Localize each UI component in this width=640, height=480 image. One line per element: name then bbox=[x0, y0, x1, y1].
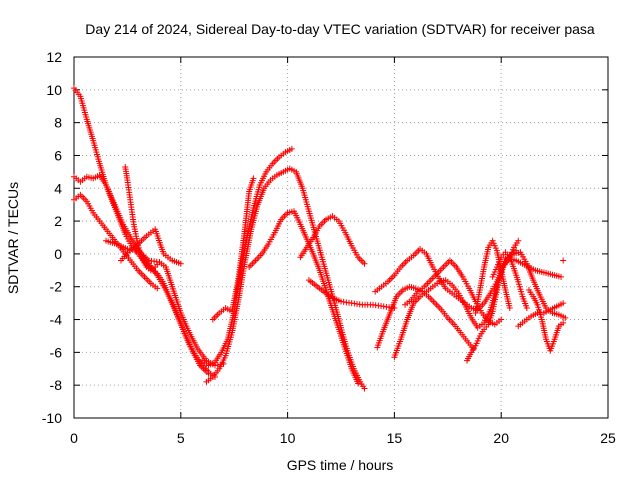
series-track-k bbox=[297, 213, 368, 267]
x-tick-label: 15 bbox=[387, 430, 403, 446]
data-point-marker bbox=[470, 346, 477, 353]
data-point-marker bbox=[515, 237, 522, 244]
data-point-marker bbox=[523, 305, 530, 312]
series-track-t bbox=[504, 249, 569, 321]
series-track-v bbox=[525, 287, 567, 354]
x-tick-label: 0 bbox=[70, 430, 78, 446]
grid bbox=[74, 57, 608, 418]
y-axis-label: SDTVAR / TECUs bbox=[5, 182, 21, 294]
y-tick-label: -2 bbox=[50, 279, 63, 295]
x-tick-label: 25 bbox=[600, 430, 616, 446]
y-tick-label: -4 bbox=[50, 312, 63, 328]
y-tick-label: 10 bbox=[46, 82, 62, 98]
data-point-marker bbox=[361, 385, 368, 392]
series-track-i bbox=[246, 208, 362, 387]
y-tick-label: -8 bbox=[50, 377, 63, 393]
data-point-marker bbox=[288, 145, 295, 152]
axis-ticks: 0 5 10 15 20 25 -10 -8 -6 -4 -2 0 2 4 6 8 10 12 bbox=[42, 49, 616, 446]
series-track-q bbox=[464, 237, 522, 364]
data-point-marker bbox=[560, 257, 567, 264]
x-tick-label: 5 bbox=[177, 430, 185, 446]
series-track-g bbox=[199, 145, 295, 369]
x-tick-label: 20 bbox=[493, 430, 509, 446]
plot-frame bbox=[73, 56, 609, 419]
y-tick-label: 8 bbox=[54, 115, 62, 131]
data-point-marker bbox=[250, 175, 257, 182]
data-point-marker bbox=[177, 260, 184, 267]
data-point-marker bbox=[154, 285, 161, 292]
y-tick-label: -10 bbox=[42, 410, 62, 426]
data-point-marker bbox=[558, 273, 565, 280]
y-tick-label: -6 bbox=[50, 344, 63, 360]
series-track-j bbox=[209, 175, 257, 323]
y-tick-label: 0 bbox=[54, 246, 62, 262]
series-track-n bbox=[374, 283, 477, 353]
y-tick-label: 6 bbox=[54, 147, 62, 163]
series-track-r bbox=[472, 237, 513, 316]
data-point-marker bbox=[560, 300, 567, 307]
series-track-h bbox=[203, 165, 368, 392]
series-track-w bbox=[560, 257, 567, 264]
data-point-marker bbox=[506, 305, 513, 312]
y-tick-label: 12 bbox=[46, 49, 62, 65]
data-point-marker bbox=[560, 319, 567, 326]
data-point-marker bbox=[355, 380, 362, 387]
series-track-s bbox=[489, 249, 530, 312]
x-axis-label: GPS time / hours bbox=[287, 457, 394, 473]
data-point-marker bbox=[562, 314, 569, 321]
y-tick-label: 2 bbox=[54, 213, 62, 229]
series-track-e bbox=[103, 237, 227, 369]
data-point-marker bbox=[361, 260, 368, 267]
data-point-marker bbox=[498, 316, 505, 323]
data-points bbox=[71, 85, 569, 392]
x-tick-label: 10 bbox=[280, 430, 296, 446]
y-tick-label: 4 bbox=[54, 180, 62, 196]
series-track-f bbox=[117, 226, 184, 267]
chart-title: Day 214 of 2024, Sidereal Day-to-day VTE… bbox=[85, 21, 595, 37]
